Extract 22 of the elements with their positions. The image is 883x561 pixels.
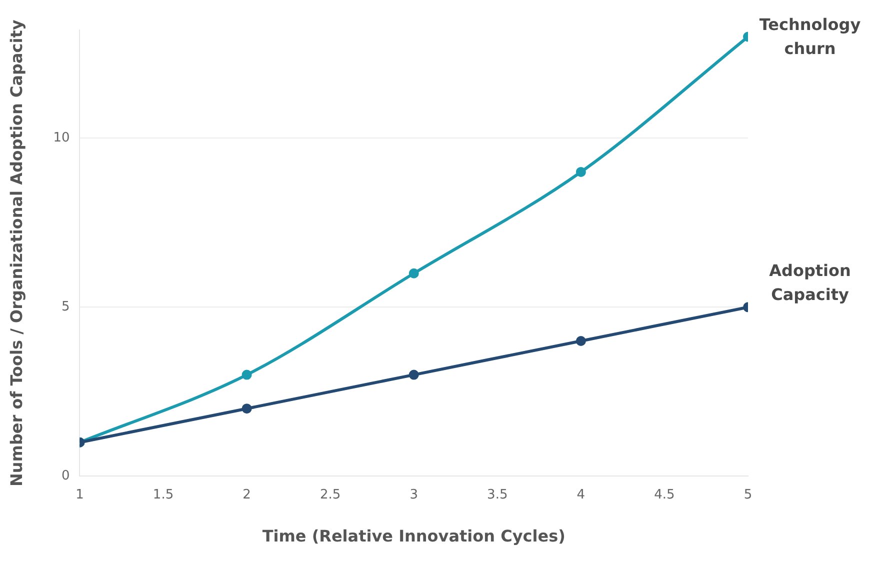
x-tick-label: 3: [410, 487, 418, 502]
y-tick-label: 10: [53, 130, 70, 146]
point: [576, 336, 586, 346]
x-tick-label: 2.5: [320, 487, 341, 502]
y-axis-title: Number of Tools / Organizational Adoption Capacity: [6, 19, 26, 487]
point: [408, 268, 419, 278]
x-tick-label: 1: [76, 487, 84, 502]
point: [242, 370, 252, 380]
x-tick-label: 5: [744, 487, 752, 502]
x-tick-label: 3.5: [487, 487, 508, 502]
x-tick-label: 4: [576, 487, 586, 502]
series-label: Technology churn: [759, 14, 862, 58]
x-tick-label: 1.5: [152, 487, 174, 502]
series-label: Adoption Capacity: [769, 261, 851, 304]
x-tick-label: 2: [242, 487, 251, 502]
point: [576, 166, 586, 177]
point: [242, 404, 252, 414]
y-tick-label: 0: [61, 468, 70, 484]
point: [408, 370, 419, 380]
y-tick-label: 5: [61, 300, 70, 315]
x-axis-title: Time (Relative Innovation Cycles): [262, 526, 566, 546]
x-tick-label: 4.5: [654, 487, 675, 502]
